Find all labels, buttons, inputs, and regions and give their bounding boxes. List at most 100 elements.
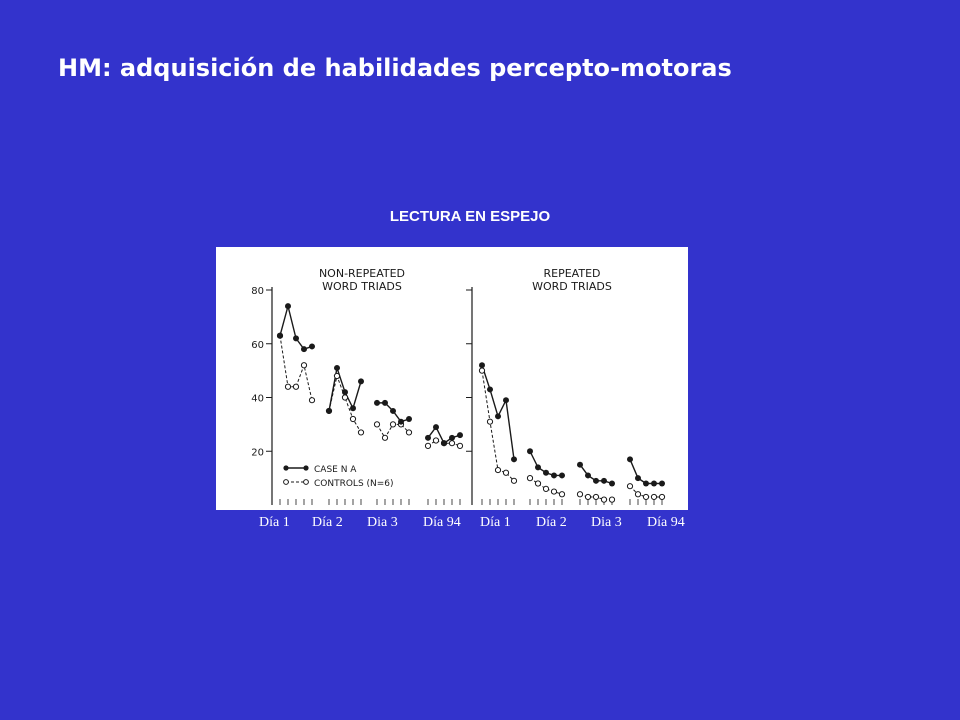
controls-point (381, 434, 389, 441)
case-point (535, 464, 541, 471)
controls-point (432, 437, 440, 444)
case-point (398, 418, 404, 425)
controls-point (373, 421, 381, 428)
day-label: Día 1 (259, 515, 290, 530)
controls-point (650, 493, 658, 501)
panel-1-title-line1: NON-REPEATED (319, 267, 405, 280)
legend-case-label: CASE N A (314, 465, 357, 475)
case-point (358, 378, 364, 385)
legend-case-marker (303, 465, 309, 471)
controls-point (558, 491, 566, 498)
panel-2-title-line2: WORD TRIADS (532, 280, 612, 293)
panel-1-title-line2: WORD TRIADS (322, 280, 402, 293)
case-point (334, 364, 340, 371)
controls-line (328, 374, 362, 433)
day-label: Día 94 (647, 515, 685, 530)
controls-point (349, 415, 357, 423)
controls-point (542, 485, 550, 492)
controls-point (284, 383, 292, 390)
slide-title: HM: adquisición de habilidades percepto-… (58, 54, 732, 82)
chart-heading: LECTURA EN ESPEJO (389, 208, 551, 225)
controls-point (634, 491, 642, 498)
controls-point (550, 488, 558, 495)
case-point (293, 335, 299, 342)
case-point (527, 448, 533, 455)
day-label: Día 2 (312, 515, 343, 530)
case-point (651, 480, 657, 487)
y-tick-label: 80 (251, 286, 264, 297)
day-label: Dia 3 (591, 515, 622, 530)
legend-case-marker (283, 465, 289, 471)
controls-line (279, 335, 313, 401)
case-point (559, 472, 565, 479)
controls-point (389, 421, 397, 428)
controls-point (626, 483, 634, 490)
case-point (593, 477, 599, 484)
panel-2-title-line1: REPEATED (544, 267, 601, 280)
case-point (374, 399, 380, 406)
case-point (441, 440, 447, 447)
chart-svg: NON-REPEATED WORD TRIADS REPEATED WORD T… (251, 267, 666, 505)
y-tick-label: 20 (251, 447, 264, 458)
controls-point (576, 491, 584, 498)
controls-point (642, 493, 650, 501)
controls-point (405, 429, 413, 436)
case-point (601, 477, 607, 484)
controls-point (494, 466, 502, 474)
case-point (425, 434, 431, 441)
controls-point (456, 442, 464, 449)
case-point (551, 472, 557, 479)
controls-point (592, 493, 600, 501)
controls-point (510, 477, 518, 484)
case-point (309, 343, 315, 350)
controls-point (600, 496, 608, 503)
legend-controls-label: CONTROLS (N=6) (314, 479, 394, 489)
case-point (487, 386, 493, 393)
case-point (659, 480, 665, 487)
case-point (406, 416, 412, 422)
case-point (350, 405, 356, 412)
case-point (285, 303, 291, 310)
day-label: Día 1 (480, 515, 511, 530)
case-point (326, 407, 332, 414)
controls-point (424, 442, 432, 449)
controls-point (584, 493, 592, 501)
y-tick-label: 40 (251, 394, 264, 405)
legend-controls-marker (303, 479, 309, 485)
case-point (277, 332, 283, 339)
controls-point (478, 367, 486, 374)
controls-point (658, 493, 666, 501)
controls-point (534, 480, 542, 487)
case-point (643, 480, 649, 487)
case-point (503, 397, 509, 404)
case-point (457, 432, 463, 439)
case-point (390, 407, 396, 414)
controls-point (333, 372, 341, 380)
case-point (543, 469, 549, 476)
case-point (627, 456, 633, 463)
case-line (629, 459, 662, 485)
controls-point (526, 475, 534, 482)
case-point (609, 480, 615, 487)
controls-point (608, 496, 616, 503)
case-point (635, 475, 641, 482)
controls-point (341, 394, 349, 401)
legend-controls-marker (283, 479, 289, 485)
case-line (481, 365, 515, 460)
case-point (511, 456, 517, 463)
day-label: Día 94 (423, 515, 461, 530)
case-point (479, 362, 485, 369)
controls-point (308, 397, 316, 404)
chart-figure: NON-REPEATED WORD TRIADS REPEATED WORD T… (216, 247, 688, 510)
controls-point (357, 429, 365, 436)
day-label: Día 2 (536, 515, 567, 530)
controls-point (502, 469, 510, 476)
case-point (585, 472, 591, 479)
case-point (301, 346, 307, 353)
case-point (449, 434, 455, 441)
case-point (577, 461, 583, 468)
controls-point (448, 440, 456, 447)
case-point (495, 413, 501, 420)
day-label: Dia 3 (367, 515, 398, 530)
controls-point (292, 383, 300, 390)
